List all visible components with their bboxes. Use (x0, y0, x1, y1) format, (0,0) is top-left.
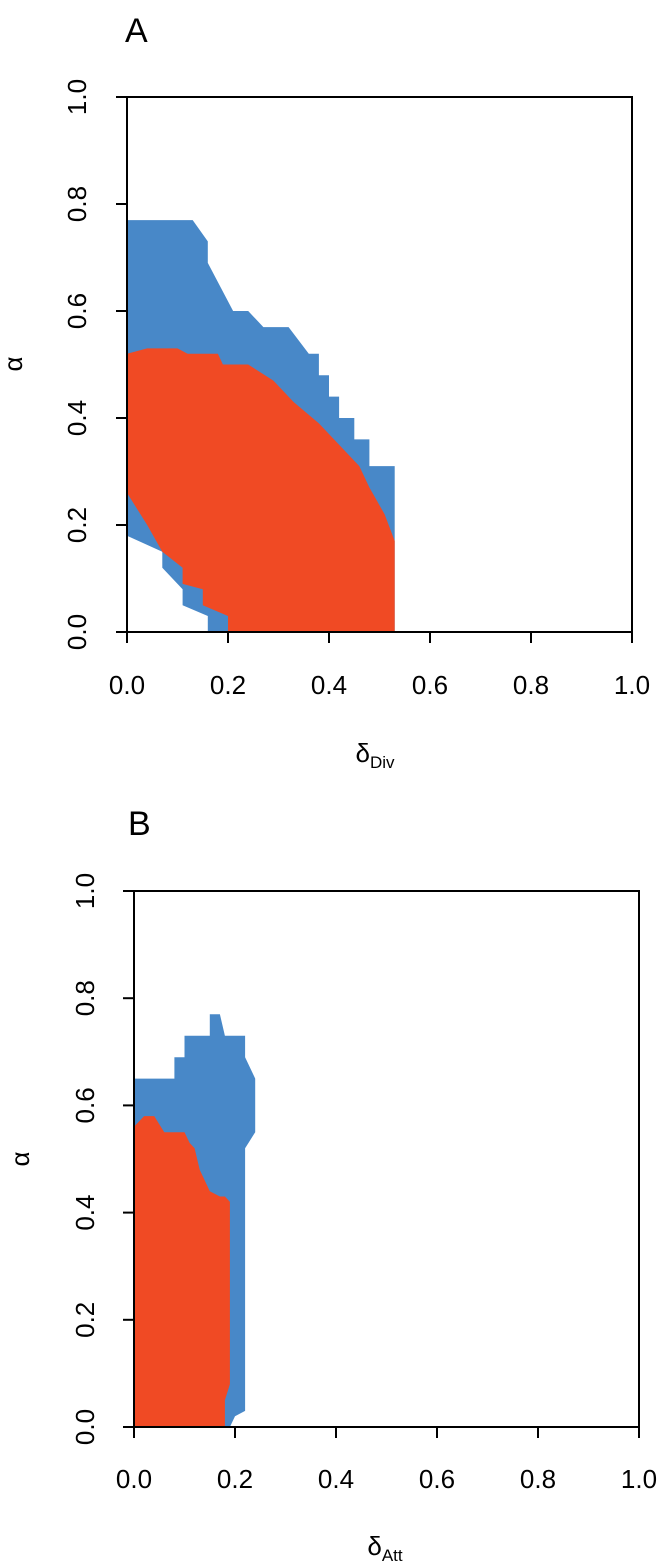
y-tick-label-0: 0.0 (62, 614, 92, 650)
x-tick-label-4: 0.8 (513, 670, 549, 700)
panel-a-x-label-main: δ (355, 738, 369, 768)
y-tick-label-4: 0.8 (70, 980, 100, 1016)
x-tick-label-4: 0.8 (520, 1464, 556, 1494)
x-tick-label-3: 0.6 (412, 670, 448, 700)
x-tick-label-1: 0.2 (210, 670, 246, 700)
panel-b-y-label: α (5, 1151, 35, 1166)
x-tick-label-2: 0.4 (311, 670, 347, 700)
y-tick-label-4: 0.8 (62, 186, 92, 222)
y-tick-label-1: 0.2 (70, 1302, 100, 1338)
y-tick-label-2: 0.4 (70, 1195, 100, 1231)
x-tick-label-3: 0.6 (419, 1464, 455, 1494)
x-tick-label-5: 1.0 (621, 1464, 657, 1494)
x-tick-label-5: 1.0 (614, 670, 650, 700)
y-tick-label-5: 1.0 (70, 873, 100, 909)
panel-a-x-label: δDiv (355, 738, 395, 772)
y-tick-label-5: 1.0 (62, 79, 92, 115)
x-tick-label-2: 0.4 (318, 1464, 354, 1494)
y-tick-label-3: 0.6 (70, 1087, 100, 1123)
region-red-1 (127, 348, 395, 632)
panel-b-plot-regions (134, 1014, 256, 1427)
panel-b-axes: 0.0 0.2 0.4 0.6 0.8 1.0 0.0 0.2 0.4 0.6 0.8 1.0 (70, 873, 657, 1494)
y-tick-label-2: 0.4 (62, 400, 92, 436)
panel-a-x-label-sub: Div (370, 753, 395, 772)
panel-b-x-label-sub: Att (382, 1546, 403, 1565)
y-tick-label-1: 0.2 (62, 507, 92, 543)
panel-b-plot-frame (133, 890, 640, 1428)
x-tick-label-0: 0.0 (109, 670, 145, 700)
y-tick-label-0: 0.0 (70, 1409, 100, 1445)
panel-a-plot-frame (126, 96, 633, 633)
panel-b-x-label-main: δ (367, 1531, 381, 1561)
panel-a-axes: 0.0 0.2 0.4 0.6 0.8 1.0 0.0 0.2 0.4 0.6 0.8 1.0 (62, 79, 650, 700)
panel-b-x-label: δAtt (367, 1531, 403, 1565)
x-tick-label-1: 0.2 (217, 1464, 253, 1494)
panel-b: B 0.0 0.2 0.4 0.6 0.8 1.0 0.0 0.2 0.4 0.6 0.8 1.0 α… (5, 805, 657, 1565)
panel-a: A 0.0 0.2 0.4 0.6 0.8 1.0 0.0 0.2 0.4 0.6 0.8 1.0 α… (0, 12, 650, 772)
x-tick-label-0: 0.0 (116, 1464, 152, 1494)
panel-a-plot-regions (127, 220, 395, 632)
y-tick-label-3: 0.6 (62, 293, 92, 329)
panel-a-label: A (125, 12, 148, 50)
region-red-1 (134, 1116, 230, 1427)
panel-a-y-label: α (0, 356, 28, 371)
panel-b-label: B (128, 805, 151, 843)
